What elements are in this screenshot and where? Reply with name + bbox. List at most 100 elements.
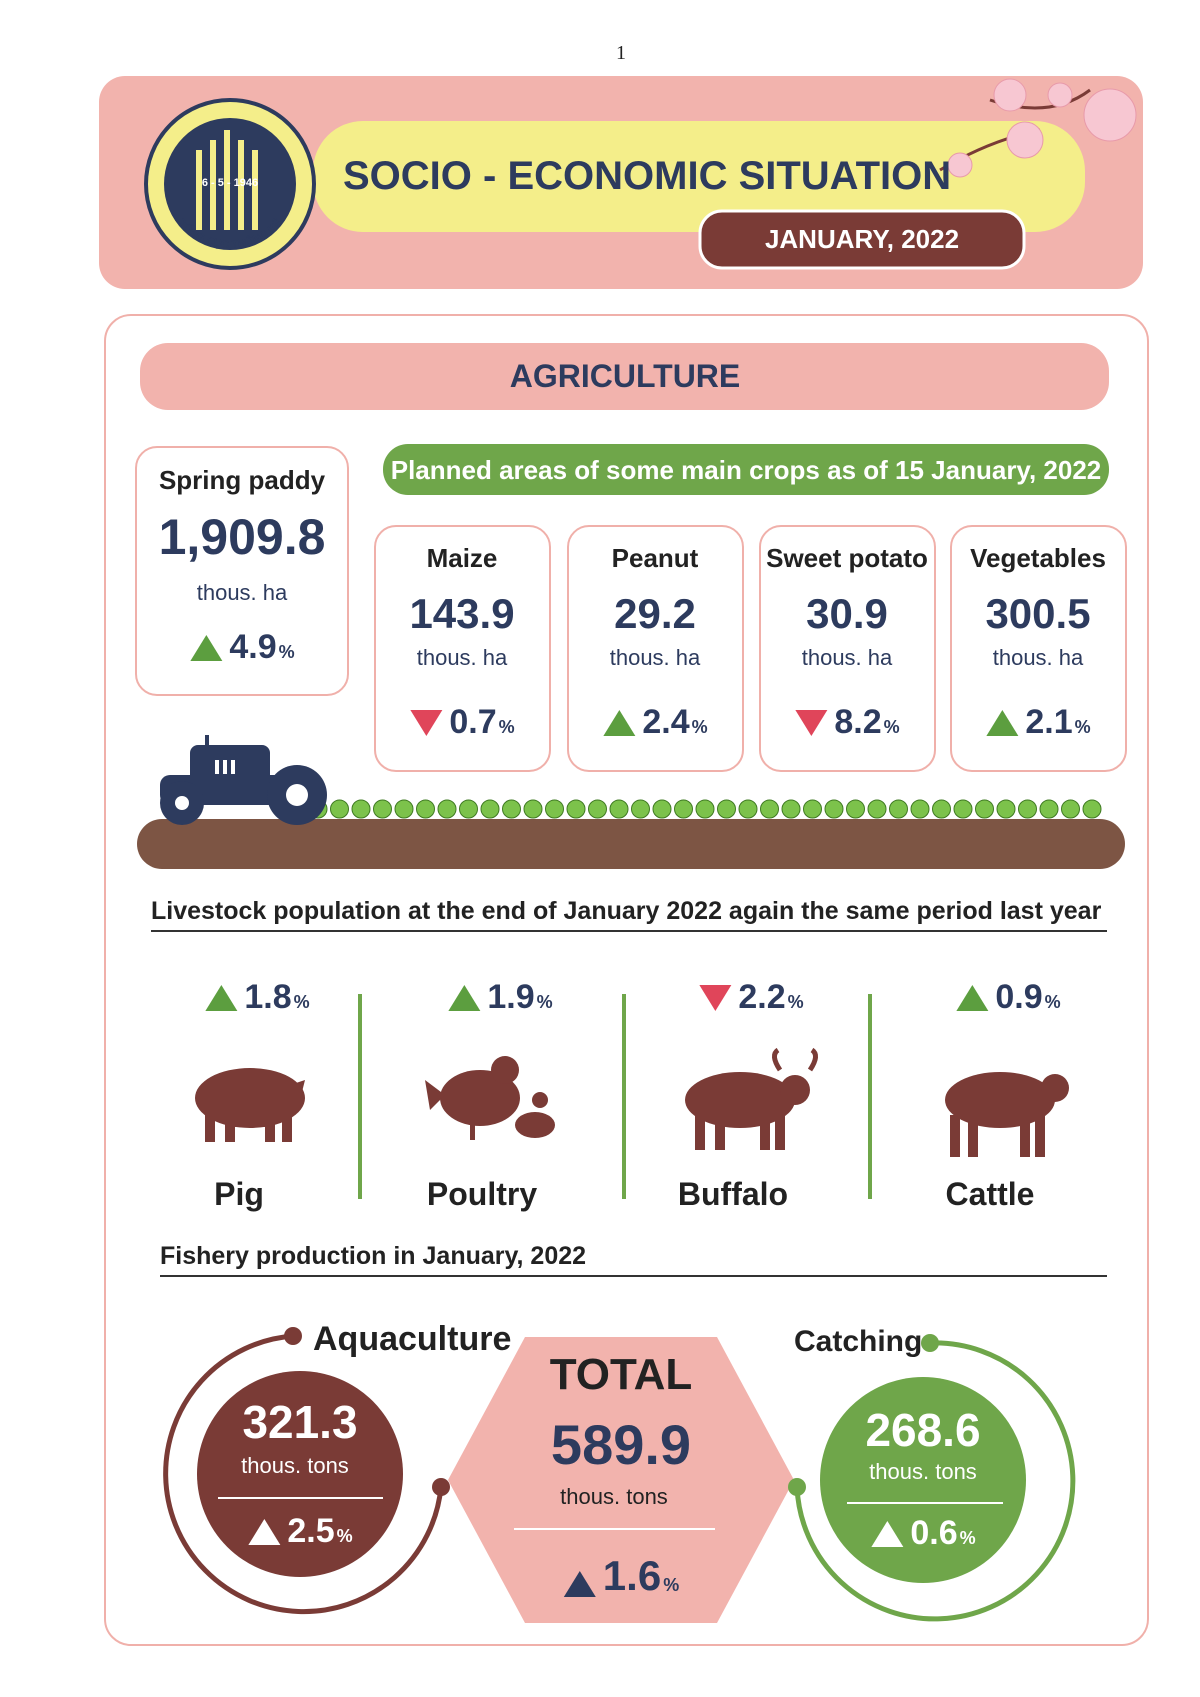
poultry-icon <box>425 1056 555 1140</box>
change-value: 2.1 <box>1025 703 1073 741</box>
aquaculture-value: 321.3 <box>242 1396 358 1448</box>
trend-icon <box>204 983 238 1013</box>
livestock-title: Livestock population at the end of Janua… <box>151 897 1102 925</box>
aquaculture-unit: thous. tons <box>241 1453 349 1478</box>
crop-unit: thous. ha <box>801 645 893 670</box>
animal-name: Poultry <box>426 1176 538 1212</box>
crop-value: 143.9 <box>409 590 515 637</box>
logo <box>144 98 316 270</box>
triangle <box>986 709 1019 736</box>
pea <box>437 799 457 819</box>
card-value: 1,909.8 <box>158 509 326 565</box>
animal-name: Pig <box>214 1176 264 1212</box>
percent: % <box>336 1526 353 1546</box>
pea <box>674 799 693 819</box>
separators <box>358 994 872 1199</box>
triangle <box>448 984 481 1011</box>
pea <box>738 799 758 819</box>
trend-icon <box>447 983 481 1013</box>
total-label: TOTAL <box>549 1350 693 1399</box>
pea <box>609 799 629 819</box>
trend-icon <box>563 1561 597 1597</box>
title-band <box>313 121 1085 232</box>
pea <box>975 799 994 819</box>
buffalo-icon <box>685 1047 818 1150</box>
pea <box>373 799 392 819</box>
pea <box>803 799 822 819</box>
crop-label: Sweet potato <box>766 543 928 573</box>
card-label: Spring paddy <box>158 465 326 495</box>
blossom <box>939 78 1137 178</box>
aquaculture-circle <box>197 1371 403 1577</box>
catching-unit: thous. tons <box>869 1459 977 1484</box>
percent: % <box>663 1575 680 1595</box>
pea <box>717 799 736 819</box>
change: 1.6% <box>563 1552 679 1600</box>
pea <box>1018 799 1037 819</box>
crops-banner <box>383 444 1109 495</box>
ground <box>137 819 1125 869</box>
trend-icon <box>698 983 732 1013</box>
total-value: 589.9 <box>550 1413 692 1476</box>
pea <box>867 799 887 819</box>
percent: % <box>278 642 295 662</box>
change: 2.5% <box>247 1512 353 1551</box>
triangle <box>603 709 636 736</box>
trend-icon <box>409 708 443 738</box>
animal-name: Buffalo <box>677 1176 789 1212</box>
pea <box>351 799 371 819</box>
crop-value: 30.9 <box>806 590 888 637</box>
pea <box>932 799 951 819</box>
pea <box>889 799 908 819</box>
crop-card <box>374 525 551 772</box>
pea <box>695 799 715 819</box>
triangle <box>871 1520 904 1547</box>
pea <box>545 799 564 819</box>
crop-label: Maize <box>426 543 498 573</box>
page-number: 1 <box>616 42 626 64</box>
triangle <box>699 984 732 1011</box>
pea <box>996 799 1016 819</box>
date: JANUARY, 2022 <box>764 224 960 254</box>
percent: % <box>293 992 310 1012</box>
catching-label: Catching <box>794 1325 923 1358</box>
pea <box>631 799 650 819</box>
pea <box>1082 799 1102 819</box>
pea <box>459 799 478 819</box>
pig-icon <box>195 1068 305 1142</box>
change-value: 0.6 <box>910 1514 958 1552</box>
animal-icons <box>195 1047 1069 1157</box>
pea <box>824 799 844 819</box>
total-unit: thous. tons <box>560 1484 668 1509</box>
catching-circle <box>820 1377 1026 1583</box>
change-value: 1.6 <box>602 1552 662 1599</box>
percent: % <box>959 1528 976 1548</box>
crop-unit: thous. ha <box>416 645 508 670</box>
trend-icon <box>870 1519 904 1549</box>
percent: % <box>1044 992 1061 1012</box>
crop-value: 300.5 <box>985 590 1091 637</box>
triangle <box>795 709 828 736</box>
triangle <box>410 709 443 736</box>
change-value: 1.8 <box>244 978 292 1016</box>
change-value: 2.2 <box>738 978 786 1016</box>
animal-name: Cattle <box>945 1176 1035 1212</box>
pea <box>781 799 801 819</box>
crop-label: Peanut <box>611 543 699 573</box>
trend-icon <box>189 633 223 663</box>
change: 8.2% <box>794 703 900 742</box>
change: 2.2% <box>698 978 804 1017</box>
pea <box>652 799 672 819</box>
crops-title: Planned areas of some main crops as of 1… <box>390 455 1102 485</box>
crop-value: 29.2 <box>614 590 696 637</box>
section-bar <box>140 343 1109 410</box>
fishery-title: Fishery production in January, 2022 <box>160 1242 587 1270</box>
change: 2.4% <box>602 703 708 742</box>
triangle <box>248 1518 281 1545</box>
pea <box>588 799 607 819</box>
cattle-icon <box>945 1072 1069 1157</box>
catching-value: 268.6 <box>865 1404 981 1456</box>
change-value: 2.5 <box>287 1512 335 1550</box>
percent: % <box>691 717 708 737</box>
pea <box>1061 799 1080 819</box>
